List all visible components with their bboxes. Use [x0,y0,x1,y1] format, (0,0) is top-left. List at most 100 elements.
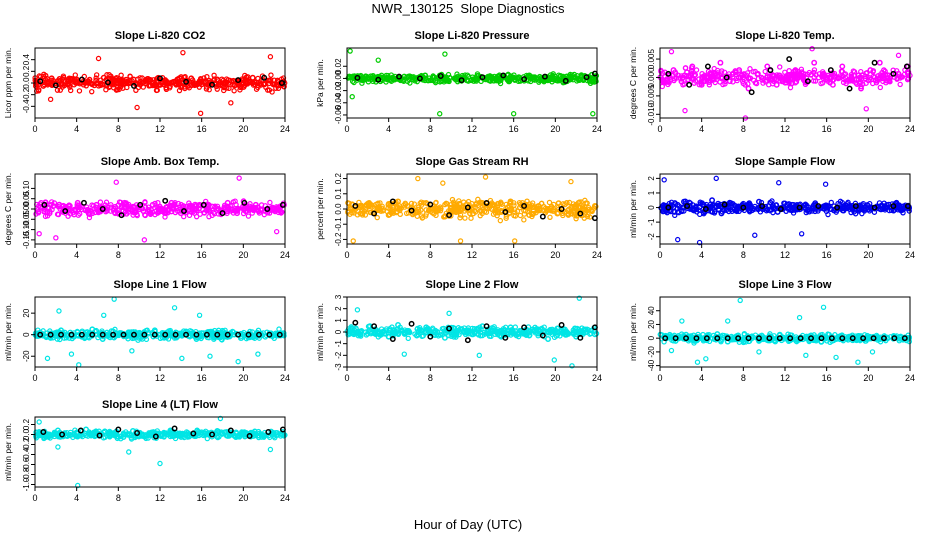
x-tick-label: 20 [550,124,560,134]
data-point [458,77,465,84]
cloud-point [696,82,702,88]
x-tick-label: 16 [509,250,519,260]
data-point [661,78,668,85]
y-tick-label: 1 [334,318,343,323]
y-tick-label: -0.010 [647,102,656,125]
cloud-point [196,332,203,338]
series-2 [352,319,598,344]
data-point [818,338,825,345]
cloud-point [231,88,237,94]
cloud-point [362,206,368,212]
data-point [876,59,883,66]
outlier-point [111,296,117,302]
outlier-point [510,111,517,117]
data-point [104,79,111,86]
cloud-point [190,81,197,88]
data-point [890,70,897,77]
cloud-point [546,199,553,206]
series-2 [662,335,908,342]
cloud-point [667,334,673,340]
data-point [871,204,878,211]
outlier-point [457,238,464,244]
x-tick-label: 0 [657,250,662,260]
outlier-point [179,355,185,362]
cloud-point [345,200,351,206]
outlier-point [207,353,213,359]
cloud-point [739,337,746,344]
series-1 [662,197,912,217]
data-point [354,74,361,81]
cloud-point [776,72,782,78]
data-point [215,206,222,212]
cloud-point [830,72,836,78]
outlier-point [803,352,809,359]
cloud-point [78,204,84,210]
data-point [112,210,119,217]
data-point [126,77,133,84]
cloud-point [374,214,380,221]
data-point [427,201,434,208]
cloud-point [157,331,163,338]
y-tick-label: -2 [334,351,343,359]
data-point [240,77,247,84]
cloud-point [864,332,871,339]
cloud-point [449,196,456,203]
cloud-point [404,74,410,80]
y-axis-label: ml/min per min. [3,303,13,361]
data-point [690,206,697,212]
y-tick-label: 20 [647,319,656,328]
chart-title: Slope Line 1 Flow [114,279,207,291]
data-point [241,199,248,206]
cloud-point [256,434,262,441]
data-point [413,209,420,215]
cloud-point [103,199,110,205]
x-tick-label: 8 [116,124,121,134]
data-point [815,203,822,210]
data-point [141,331,148,338]
cloud-point [850,206,856,213]
cloud-point [809,208,815,214]
series-2 [37,74,285,89]
outlier-point [833,354,839,361]
y-tick-label: 0 [22,332,31,337]
data-point [376,204,383,211]
x-tick-label: 8 [741,250,746,260]
cloud-point [782,69,788,75]
data-point [56,201,62,208]
cloud-point [152,211,158,218]
series-1 [348,322,598,342]
data-point [849,203,856,210]
outlier-point [236,175,242,181]
data-point [839,63,846,70]
x-tick-label: 8 [428,250,433,260]
cloud-point [423,207,429,213]
data-point [577,210,584,217]
data-point [463,77,470,84]
cloud-point [61,335,67,341]
data-point [895,70,902,77]
data-point [766,335,773,342]
data-point [502,209,509,215]
data-point [102,206,109,212]
cloud-point [356,199,362,206]
x-tick-label: 0 [32,493,37,503]
cloud-point [721,69,728,75]
cloud-point [444,201,450,207]
data-point [131,334,137,341]
cloud-point [54,211,61,217]
data-point [227,427,234,434]
cloud-point [50,203,56,210]
cloud-point [389,206,396,213]
data-point [698,81,705,88]
cloud-point [440,325,447,332]
data-point [261,433,268,439]
cloud-point [106,71,112,78]
x-tick-label: 0 [657,124,662,134]
cloud-point [568,206,574,212]
data-point [736,67,743,74]
chart-title: Slope Amb. Box Temp. [101,156,220,168]
x-tick-label: 16 [197,373,207,383]
cloud-point [898,208,904,214]
y-axis-label: ml/min per min. [315,303,325,361]
data-point [151,331,158,338]
